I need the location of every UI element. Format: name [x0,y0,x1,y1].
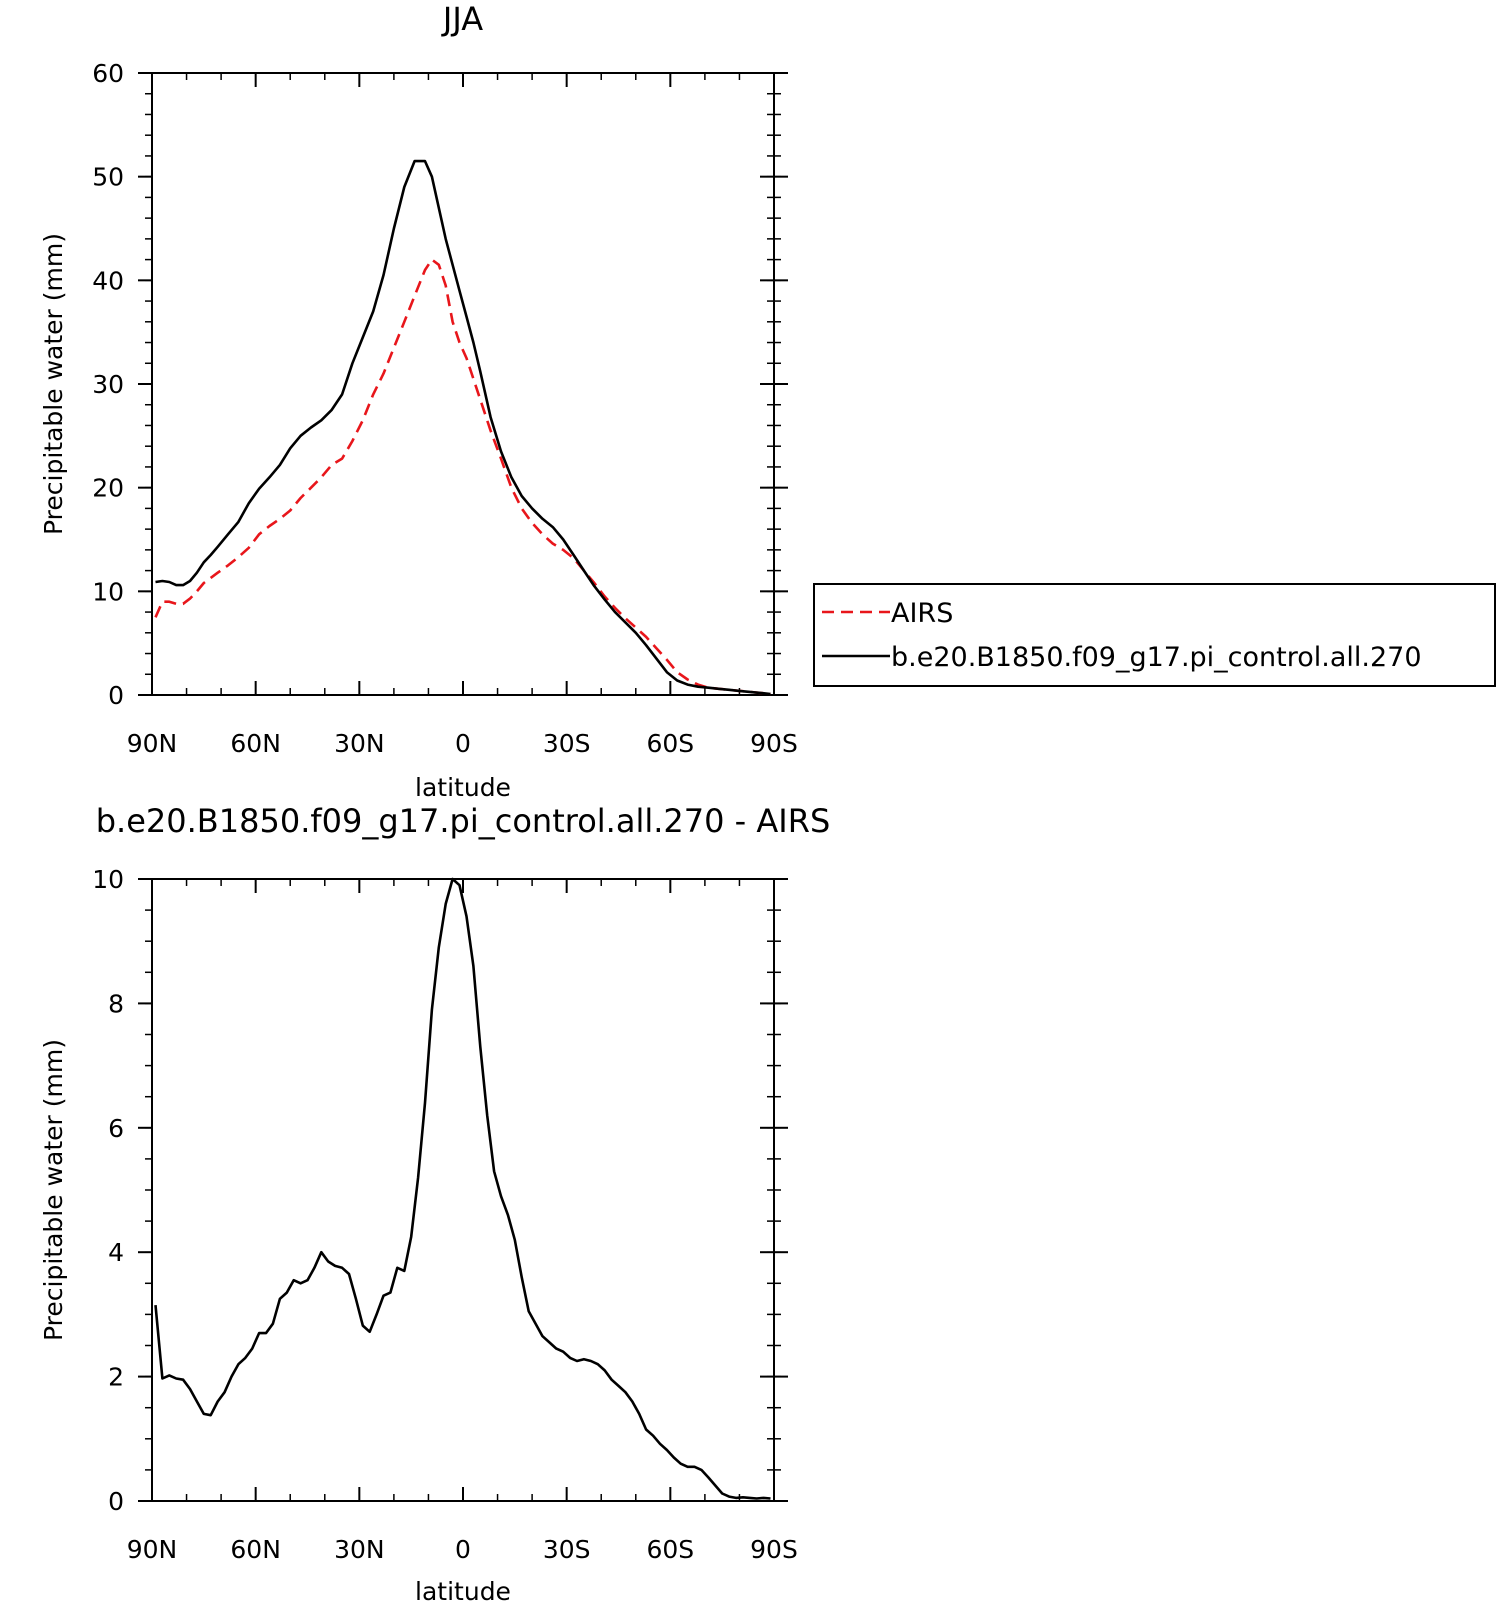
x-tick-label: 30N [334,729,385,758]
y-axis-label: Precipitable water (mm) [39,233,68,535]
y-tick-label: 10 [92,577,124,606]
chart-title: JJA [441,0,483,38]
y-tick-label: 40 [92,266,124,295]
plot-frame [151,72,775,696]
chart-jja: JJA 90N 60N 30N 0 30S 60S 90S 0 10 20 30 40 50 60 latit… [39,0,798,802]
y-tick-label: 0 [108,681,124,710]
x-tick-label: 0 [455,1535,471,1564]
series-line-model [155,159,771,696]
plot-frame [151,878,775,1502]
y-tick-label: 6 [108,1114,124,1143]
x-tick-label: 30N [334,1535,385,1564]
x-tick-label: 0 [455,729,471,758]
x-axis-label: latitude [415,773,511,802]
y-tick-label: 8 [108,989,124,1018]
y-tick-label: 30 [92,370,124,399]
x-tick-label: 90S [750,729,798,758]
x-tick-label: 90S [750,1535,798,1564]
y-tick-label: 50 [92,163,124,192]
x-axis-label: latitude [415,1577,511,1606]
chart-difference: b.e20.B1850.f09_g17.pi_control.all.270 -… [39,802,830,1606]
x-tick-label: 90N [127,1535,178,1564]
legend-label: b.e20.B1850.f09_g17.pi_control.all.270 [891,642,1422,673]
series-line-difference [154,877,771,1500]
x-tick-label: 30S [543,1535,591,1564]
x-tick-label: 60S [646,729,694,758]
y-axis-label: Precipitable water (mm) [39,1039,68,1341]
y-tick-label: 10 [92,865,124,894]
legend-box [813,583,1496,687]
x-tick-label: 60N [230,1535,281,1564]
y-tick-label: 60 [92,59,124,88]
x-tick-label: 30S [543,729,591,758]
chart-title: b.e20.B1850.f09_g17.pi_control.all.270 -… [96,802,831,840]
y-tick-label: 20 [92,474,124,503]
legend: AIRS b.e20.B1850.f09_g17.pi_control.all.2… [813,583,1496,687]
series-line-airs [154,258,771,696]
y-tick-label: 2 [108,1363,124,1392]
y-tick-label: 0 [108,1487,124,1516]
x-tick-label: 60N [230,729,281,758]
y-tick-label: 4 [108,1238,124,1267]
x-tick-label: 60S [646,1535,694,1564]
legend-label: AIRS [891,598,953,629]
x-tick-label: 90N [127,729,178,758]
